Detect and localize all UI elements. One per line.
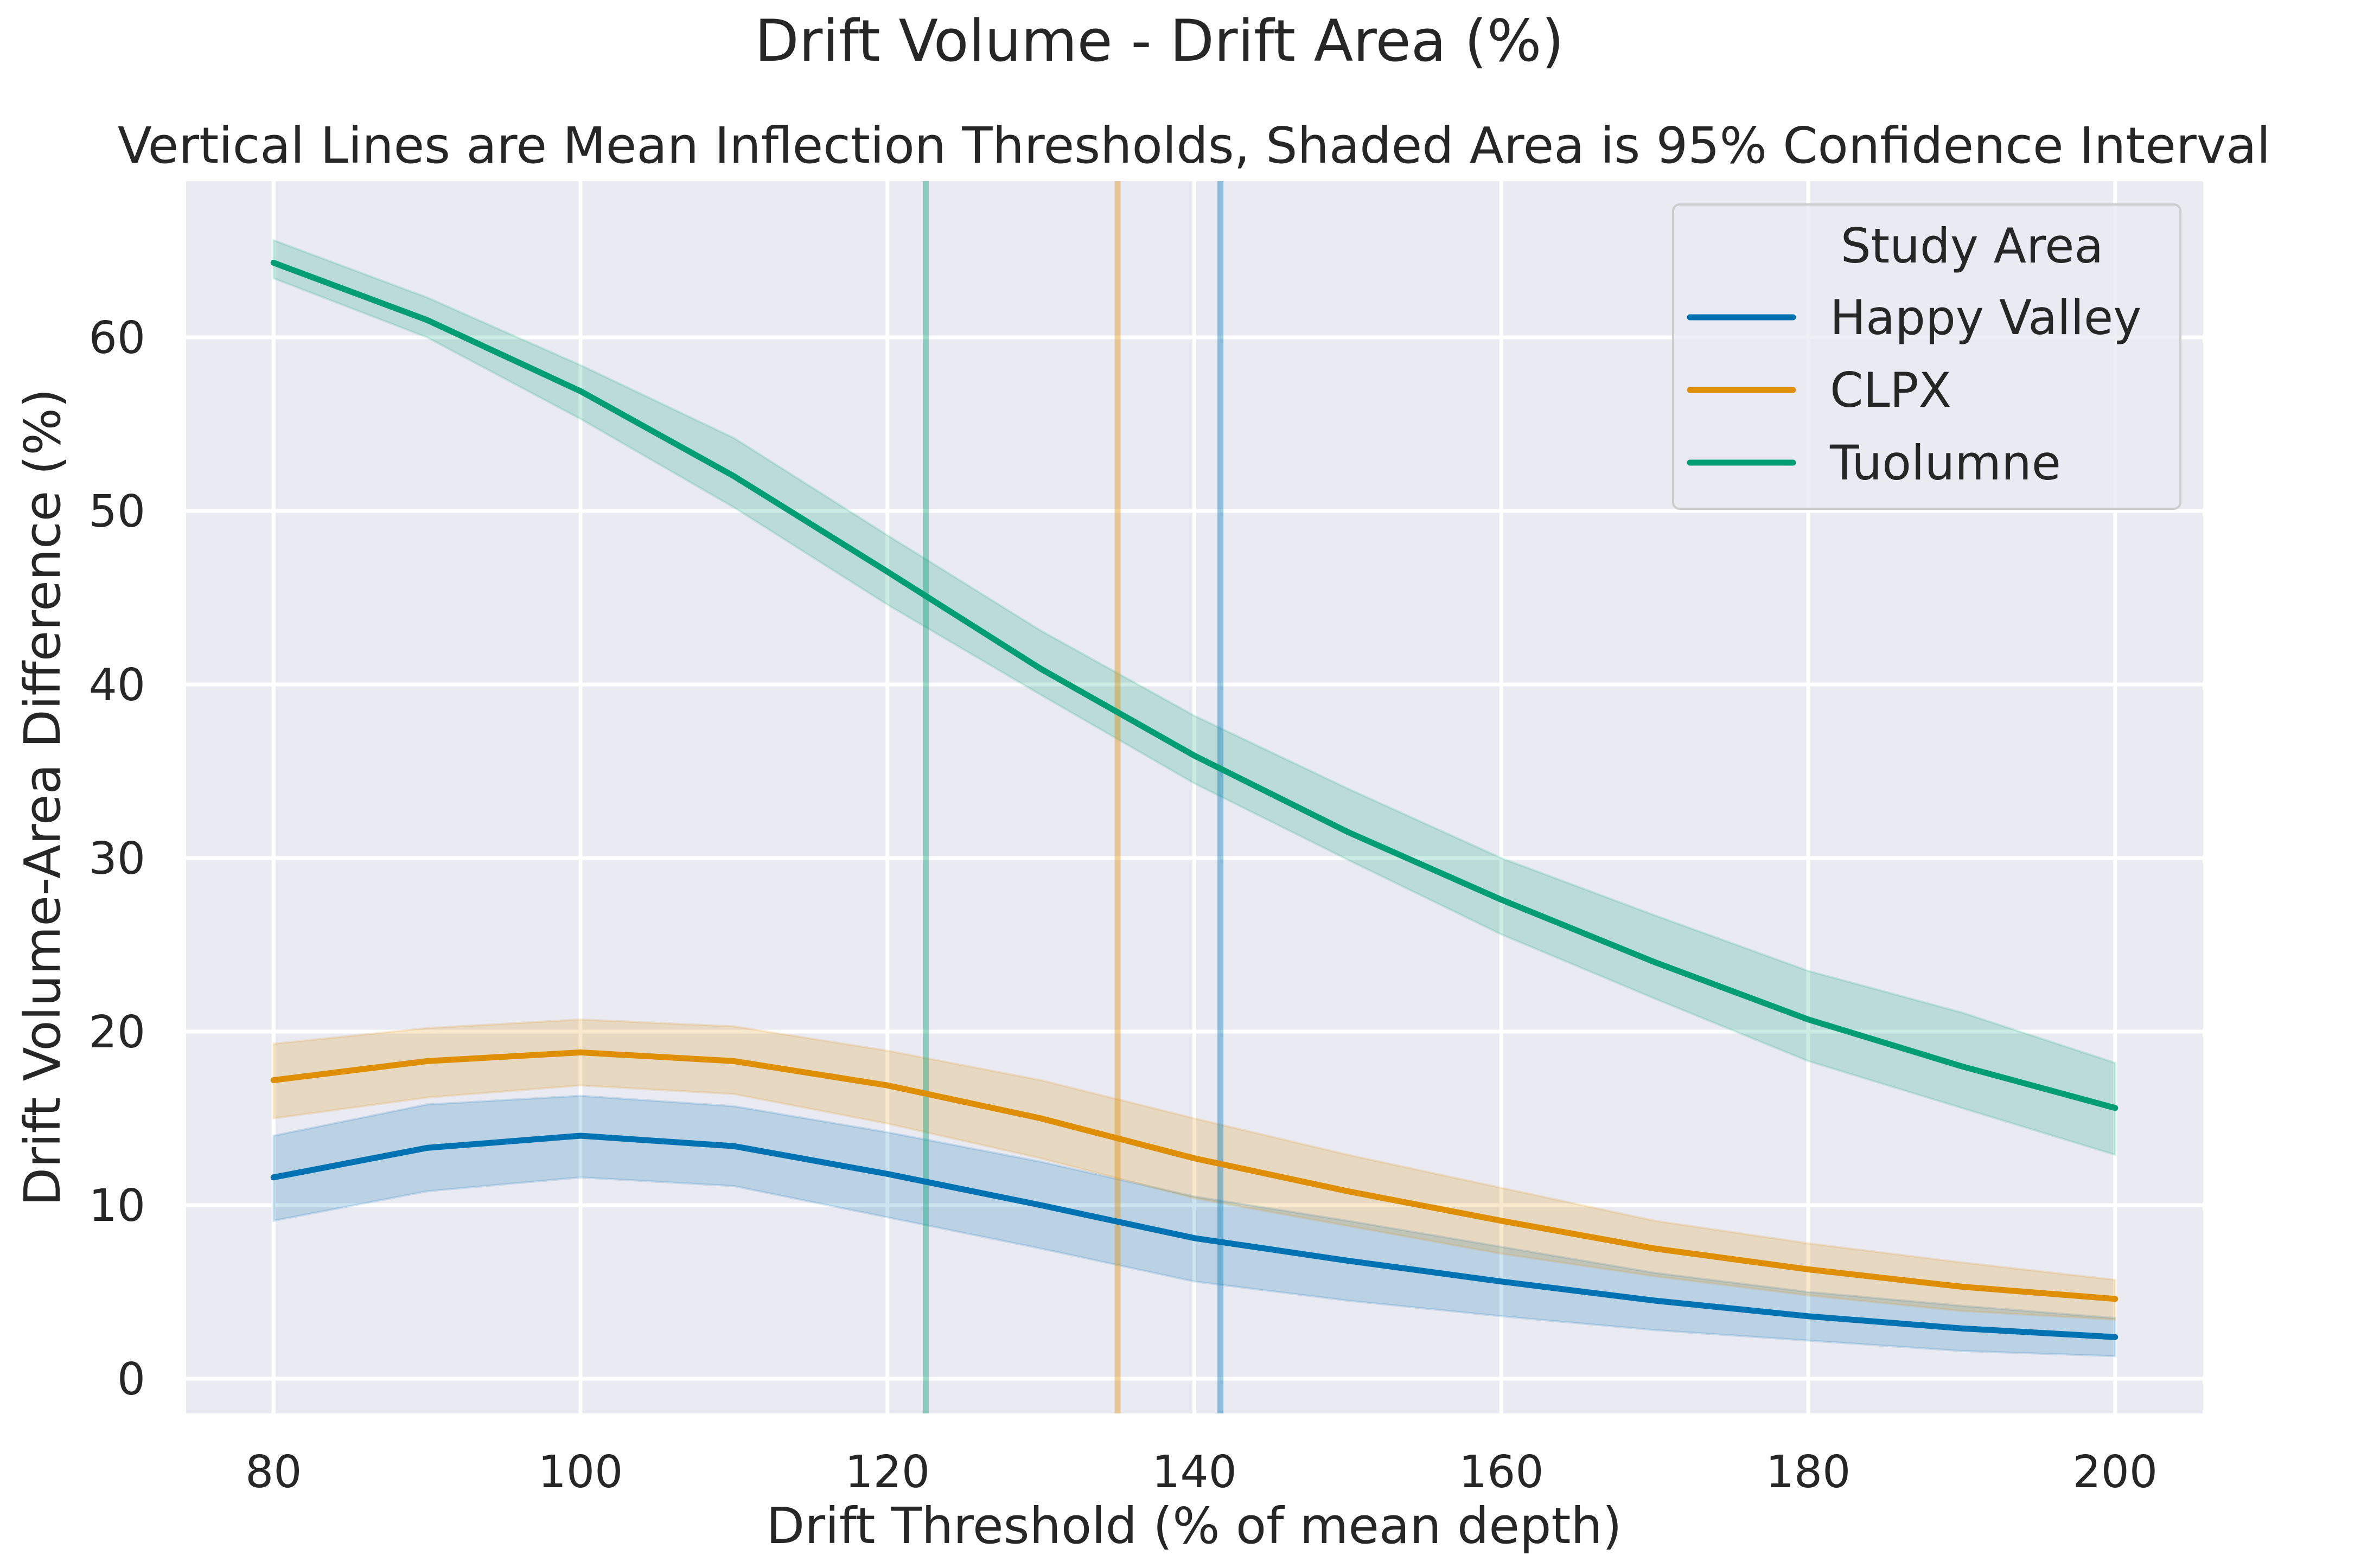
y-tick-label: 50 <box>89 486 145 537</box>
legend-label-tuolumne: Tuolumne <box>1829 435 2061 491</box>
x-tick-label: 180 <box>1766 1447 1851 1498</box>
series-line-clpx <box>270 1049 2119 1302</box>
y-tick-label: 10 <box>89 1180 145 1232</box>
y-tick-labels: 0 10 20 30 40 50 60 <box>89 312 145 1405</box>
y-tick-label: 20 <box>89 1007 145 1058</box>
y-tick-label: 0 <box>117 1354 145 1405</box>
x-tick-label: 80 <box>245 1447 302 1498</box>
x-tick-label: 140 <box>1152 1447 1237 1498</box>
x-tick-labels: 80 100 120 140 160 180 200 <box>245 1447 2158 1498</box>
legend-items: Happy Valley CLPX Tuolumne <box>1687 290 2141 491</box>
chart-title: Drift Volume - Drift Area (%) <box>755 8 1564 74</box>
series-line-tuolumne <box>270 259 2119 1111</box>
y-tick-label: 60 <box>89 312 145 364</box>
confidence-bands <box>272 238 2116 1358</box>
y-tick-label: 40 <box>89 660 145 711</box>
x-tick-label: 120 <box>845 1447 930 1498</box>
confidence-band-happy-valley <box>272 1095 2116 1358</box>
legend-frame <box>1672 203 2181 510</box>
x-gridlines <box>271 181 2117 1413</box>
x-tick-label: 200 <box>2073 1447 2158 1498</box>
series-line-happy-valley <box>270 1132 2119 1340</box>
chart-subtitle: Vertical Lines are Mean Inflection Thres… <box>118 117 2270 175</box>
series-lines <box>270 259 2119 1340</box>
x-axis-label: Drift Threshold (% of mean depth) <box>766 1497 1622 1555</box>
x-tick-label: 160 <box>1459 1447 1544 1498</box>
y-axis-label: Drift Volume-Area Difference (%) <box>14 388 72 1206</box>
legend-title: Study Area <box>1841 218 2104 274</box>
legend: Study Area Happy Valley CLPX Tuolumne <box>1672 203 2181 510</box>
y-gridlines <box>186 335 2203 1381</box>
x-tick-label: 100 <box>538 1447 623 1498</box>
legend-label-clpx: CLPX <box>1830 362 1951 418</box>
confidence-band-clpx <box>272 1018 2116 1321</box>
confidence-band-tuolumne <box>272 238 2116 1156</box>
legend-label-happy-valley: Happy Valley <box>1830 290 2141 345</box>
y-tick-label: 30 <box>89 833 145 885</box>
threshold-lines <box>922 181 1224 1413</box>
